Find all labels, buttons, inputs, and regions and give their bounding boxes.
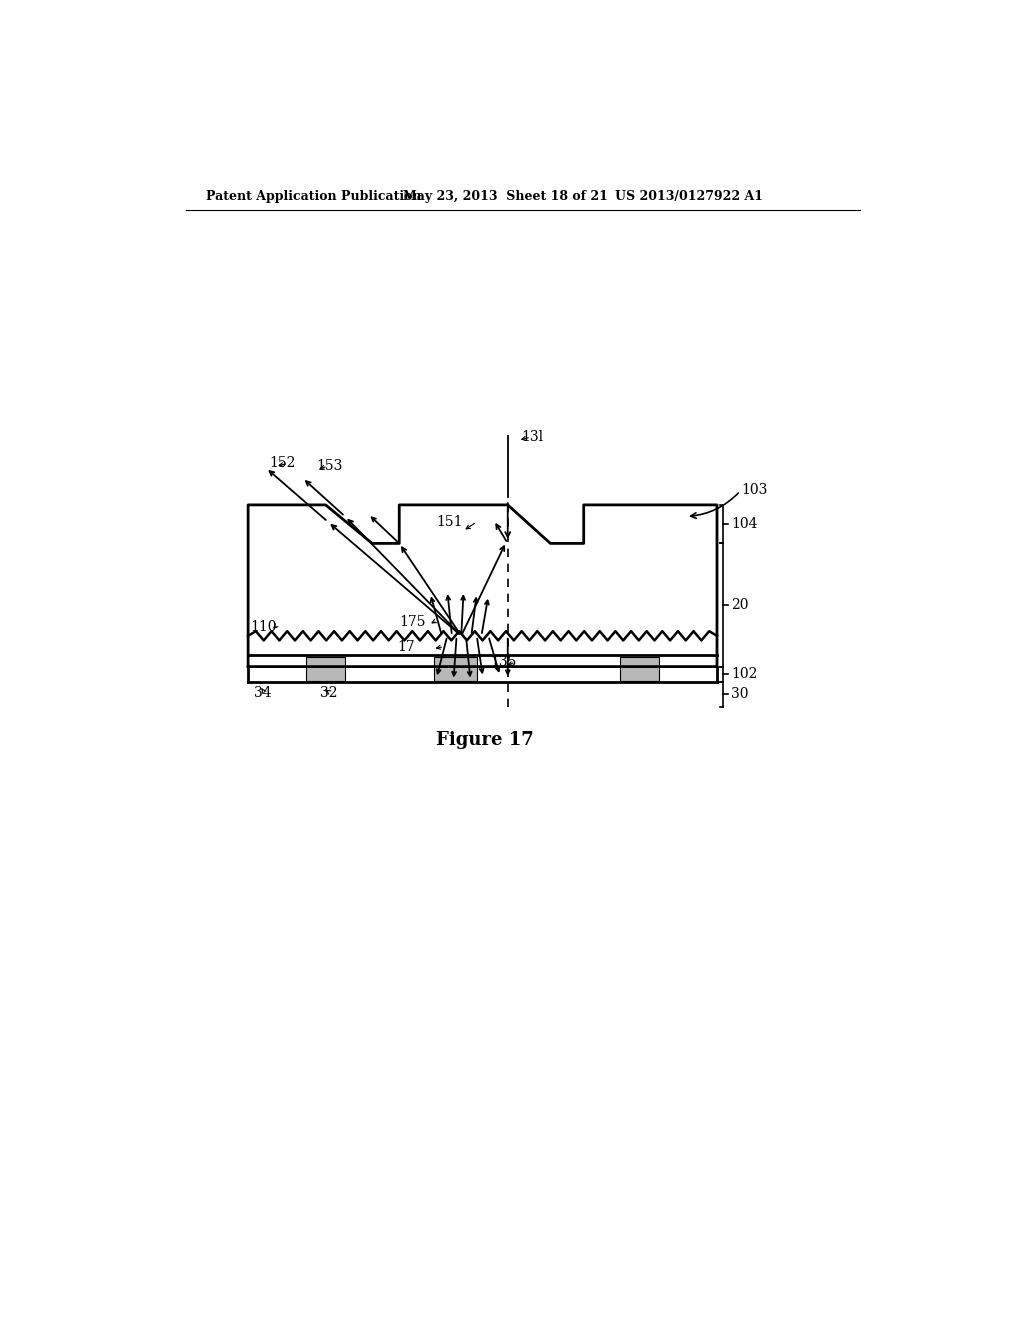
Text: 110: 110 xyxy=(251,619,276,634)
Text: US 2013/0127922 A1: US 2013/0127922 A1 xyxy=(614,190,763,203)
Text: 20: 20 xyxy=(731,598,749,612)
Text: 153: 153 xyxy=(316,459,343,474)
Bar xyxy=(306,656,345,681)
Text: 32: 32 xyxy=(321,686,338,700)
Text: Patent Application Publication: Patent Application Publication xyxy=(206,190,421,203)
Text: 135: 135 xyxy=(490,655,517,669)
Text: 17: 17 xyxy=(397,640,416,653)
Text: 104: 104 xyxy=(731,517,758,531)
Text: 175: 175 xyxy=(399,615,426,628)
Text: Figure 17: Figure 17 xyxy=(435,731,534,748)
Text: 151: 151 xyxy=(436,515,463,529)
Bar xyxy=(621,656,658,681)
Text: May 23, 2013  Sheet 18 of 21: May 23, 2013 Sheet 18 of 21 xyxy=(403,190,608,203)
Text: 34: 34 xyxy=(254,686,271,700)
Text: 13l: 13l xyxy=(521,430,544,444)
Text: 30: 30 xyxy=(731,688,749,701)
Bar xyxy=(434,656,477,681)
Text: 102: 102 xyxy=(731,668,758,681)
Text: 152: 152 xyxy=(269,457,296,470)
Text: 103: 103 xyxy=(741,483,768,496)
